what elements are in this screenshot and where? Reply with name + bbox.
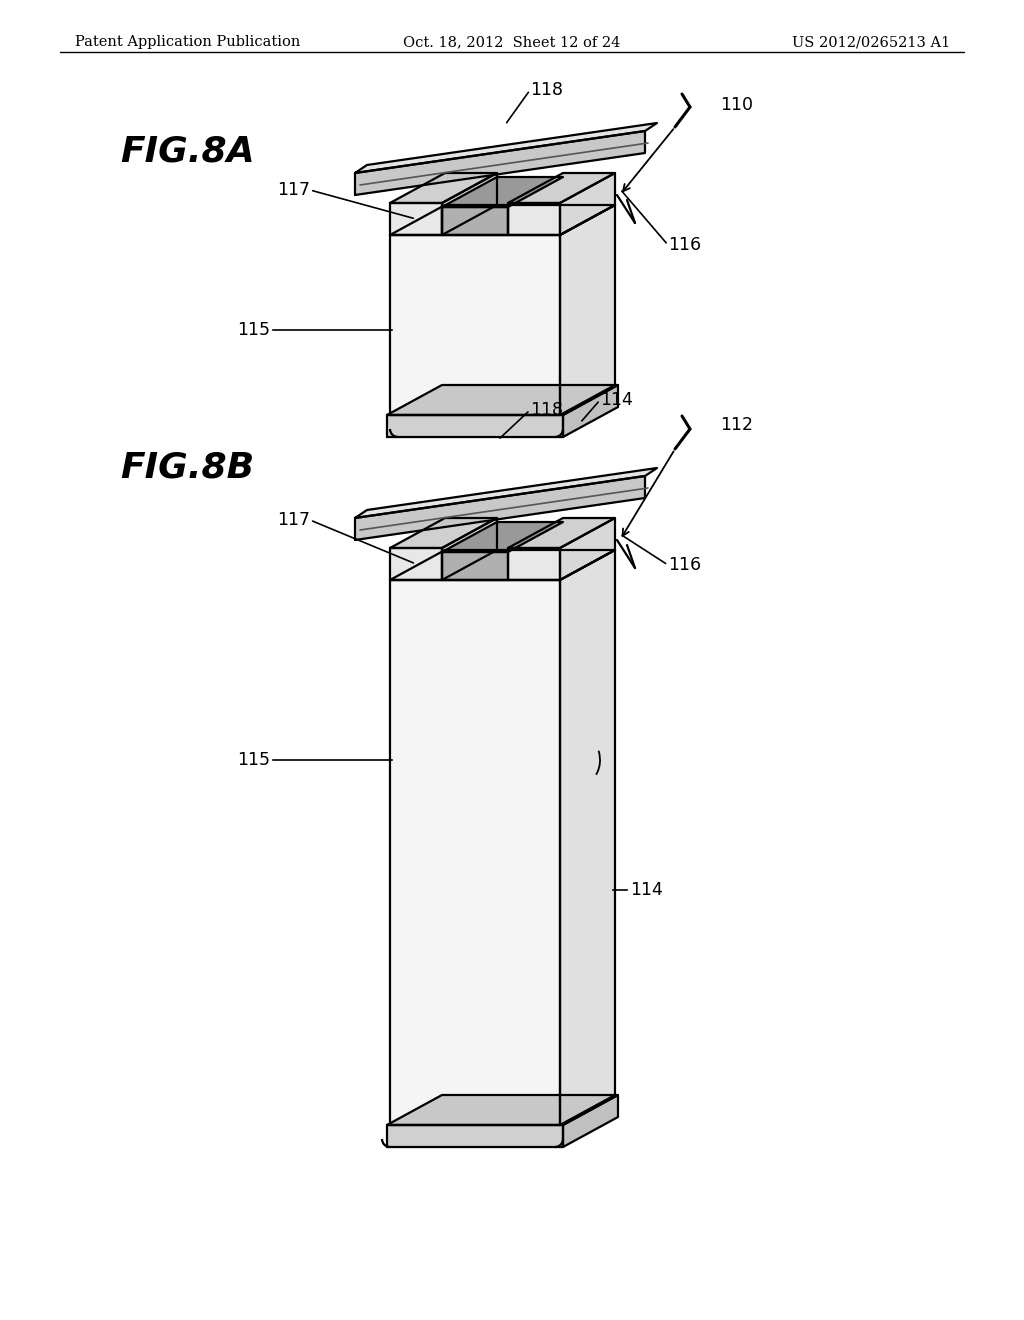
Polygon shape [390,550,615,579]
Polygon shape [387,1125,563,1147]
Text: Patent Application Publication: Patent Application Publication [75,36,300,49]
Polygon shape [563,385,618,437]
Polygon shape [442,173,497,235]
Polygon shape [508,203,560,235]
Polygon shape [390,235,560,414]
Text: Oct. 18, 2012  Sheet 12 of 24: Oct. 18, 2012 Sheet 12 of 24 [403,36,621,49]
Polygon shape [390,203,442,235]
Text: 114: 114 [630,880,663,899]
Text: 116: 116 [668,236,701,253]
Polygon shape [560,205,615,414]
Text: 116: 116 [668,556,701,574]
Polygon shape [560,517,615,579]
Text: 112: 112 [720,416,753,434]
Text: 115: 115 [237,751,270,770]
Polygon shape [508,173,615,203]
Polygon shape [442,207,508,235]
Text: 115: 115 [237,321,270,339]
Text: 114: 114 [600,391,633,409]
Polygon shape [560,550,615,1125]
Text: US 2012/0265213 A1: US 2012/0265213 A1 [792,36,950,49]
Polygon shape [355,469,657,517]
Polygon shape [390,579,560,1125]
Polygon shape [387,414,563,437]
Polygon shape [390,517,497,548]
Text: 118: 118 [530,81,563,99]
Polygon shape [508,548,560,579]
Polygon shape [355,123,657,173]
Text: 117: 117 [278,181,310,199]
Text: 118: 118 [530,401,563,418]
Polygon shape [442,517,497,579]
Polygon shape [390,205,615,235]
Text: 117: 117 [278,511,310,529]
Polygon shape [355,131,645,195]
Polygon shape [355,477,645,540]
Polygon shape [442,521,563,552]
Text: 110: 110 [720,96,753,114]
Text: FIG.8B: FIG.8B [120,450,254,484]
Polygon shape [442,552,508,579]
Polygon shape [442,177,563,207]
Polygon shape [387,1096,618,1125]
Polygon shape [387,385,618,414]
Polygon shape [560,173,615,235]
Polygon shape [390,548,442,579]
Polygon shape [390,173,497,203]
Text: FIG.8A: FIG.8A [120,135,255,169]
Polygon shape [563,1096,618,1147]
Polygon shape [508,517,615,548]
